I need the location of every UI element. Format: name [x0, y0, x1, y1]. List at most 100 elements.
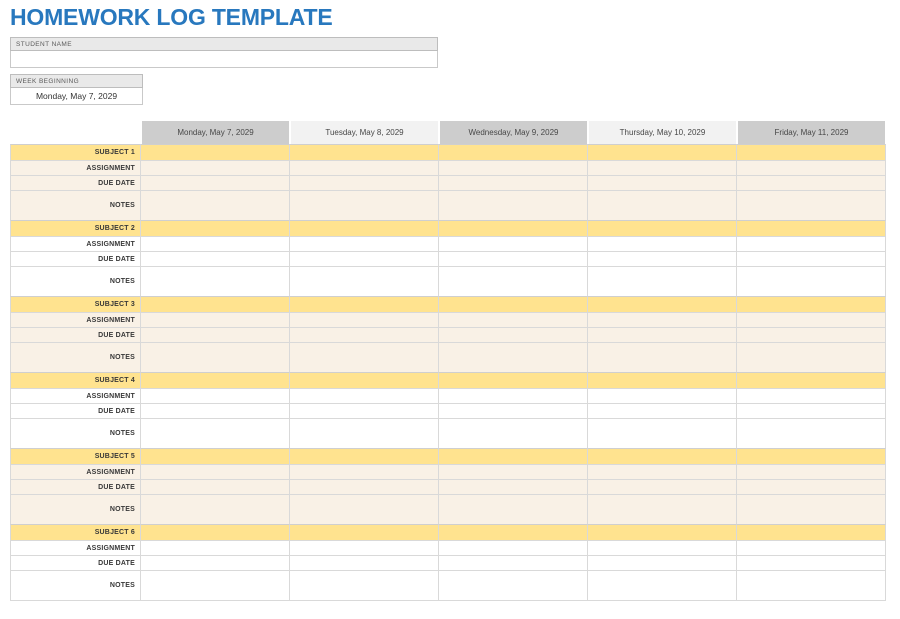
- day-cell[interactable]: [588, 161, 737, 176]
- day-cell[interactable]: [439, 328, 588, 343]
- day-cell[interactable]: [290, 465, 439, 480]
- day-cell[interactable]: [290, 144, 439, 161]
- day-cell[interactable]: [141, 448, 290, 465]
- day-cell[interactable]: [588, 267, 737, 297]
- day-cell[interactable]: [737, 419, 886, 449]
- day-cell[interactable]: [737, 541, 886, 556]
- day-cell[interactable]: [290, 480, 439, 495]
- day-cell[interactable]: [737, 176, 886, 191]
- day-cell[interactable]: [737, 448, 886, 465]
- day-cell[interactable]: [290, 495, 439, 525]
- day-cell[interactable]: [439, 480, 588, 495]
- day-cell[interactable]: [439, 343, 588, 373]
- day-cell[interactable]: [588, 343, 737, 373]
- day-cell[interactable]: [141, 556, 290, 571]
- day-cell[interactable]: [439, 296, 588, 313]
- day-cell[interactable]: [439, 419, 588, 449]
- day-cell[interactable]: [141, 267, 290, 297]
- day-cell[interactable]: [588, 176, 737, 191]
- day-cell[interactable]: [588, 237, 737, 252]
- day-cell[interactable]: [141, 495, 290, 525]
- day-cell[interactable]: [439, 404, 588, 419]
- day-cell[interactable]: [290, 541, 439, 556]
- day-cell[interactable]: [737, 404, 886, 419]
- day-cell[interactable]: [439, 556, 588, 571]
- day-cell[interactable]: [290, 191, 439, 221]
- day-cell[interactable]: [439, 571, 588, 601]
- day-cell[interactable]: [290, 448, 439, 465]
- day-cell[interactable]: [588, 480, 737, 495]
- day-cell[interactable]: [290, 267, 439, 297]
- day-cell[interactable]: [439, 495, 588, 525]
- day-cell[interactable]: [737, 480, 886, 495]
- day-cell[interactable]: [439, 389, 588, 404]
- day-cell[interactable]: [737, 524, 886, 541]
- day-cell[interactable]: [141, 343, 290, 373]
- day-cell[interactable]: [439, 144, 588, 161]
- day-cell[interactable]: [141, 571, 290, 601]
- day-cell[interactable]: [290, 161, 439, 176]
- day-cell[interactable]: [290, 328, 439, 343]
- day-cell[interactable]: [737, 144, 886, 161]
- day-cell[interactable]: [588, 191, 737, 221]
- day-cell[interactable]: [737, 313, 886, 328]
- day-cell[interactable]: [141, 144, 290, 161]
- day-cell[interactable]: [141, 541, 290, 556]
- day-cell[interactable]: [290, 389, 439, 404]
- day-cell[interactable]: [439, 237, 588, 252]
- day-cell[interactable]: [439, 161, 588, 176]
- day-cell[interactable]: [439, 313, 588, 328]
- day-cell[interactable]: [141, 191, 290, 221]
- day-cell[interactable]: [737, 267, 886, 297]
- day-cell[interactable]: [290, 220, 439, 237]
- day-cell[interactable]: [737, 556, 886, 571]
- day-cell[interactable]: [141, 176, 290, 191]
- day-cell[interactable]: [588, 220, 737, 237]
- week-beginning-value[interactable]: Monday, May 7, 2029: [10, 88, 143, 105]
- day-cell[interactable]: [737, 495, 886, 525]
- day-cell[interactable]: [290, 556, 439, 571]
- day-cell[interactable]: [588, 448, 737, 465]
- day-cell[interactable]: [439, 372, 588, 389]
- day-cell[interactable]: [588, 144, 737, 161]
- day-cell[interactable]: [141, 328, 290, 343]
- day-cell[interactable]: [439, 176, 588, 191]
- day-cell[interactable]: [141, 237, 290, 252]
- day-cell[interactable]: [290, 296, 439, 313]
- day-cell[interactable]: [290, 313, 439, 328]
- day-cell[interactable]: [737, 161, 886, 176]
- day-cell[interactable]: [439, 448, 588, 465]
- day-cell[interactable]: [737, 237, 886, 252]
- day-cell[interactable]: [439, 252, 588, 267]
- day-cell[interactable]: [588, 419, 737, 449]
- day-cell[interactable]: [290, 404, 439, 419]
- day-cell[interactable]: [290, 252, 439, 267]
- day-cell[interactable]: [141, 389, 290, 404]
- day-cell[interactable]: [737, 389, 886, 404]
- day-cell[interactable]: [588, 524, 737, 541]
- day-cell[interactable]: [439, 524, 588, 541]
- day-cell[interactable]: [141, 161, 290, 176]
- day-cell[interactable]: [290, 524, 439, 541]
- day-cell[interactable]: [141, 252, 290, 267]
- day-cell[interactable]: [588, 556, 737, 571]
- day-cell[interactable]: [290, 419, 439, 449]
- day-cell[interactable]: [141, 465, 290, 480]
- day-cell[interactable]: [141, 296, 290, 313]
- day-cell[interactable]: [588, 389, 737, 404]
- day-cell[interactable]: [439, 191, 588, 221]
- day-cell[interactable]: [588, 571, 737, 601]
- day-cell[interactable]: [737, 343, 886, 373]
- day-cell[interactable]: [290, 372, 439, 389]
- day-cell[interactable]: [588, 296, 737, 313]
- day-cell[interactable]: [588, 328, 737, 343]
- day-cell[interactable]: [141, 404, 290, 419]
- day-cell[interactable]: [141, 372, 290, 389]
- day-cell[interactable]: [737, 328, 886, 343]
- day-cell[interactable]: [588, 465, 737, 480]
- day-cell[interactable]: [588, 495, 737, 525]
- day-cell[interactable]: [737, 296, 886, 313]
- day-cell[interactable]: [141, 220, 290, 237]
- day-cell[interactable]: [290, 571, 439, 601]
- day-cell[interactable]: [439, 465, 588, 480]
